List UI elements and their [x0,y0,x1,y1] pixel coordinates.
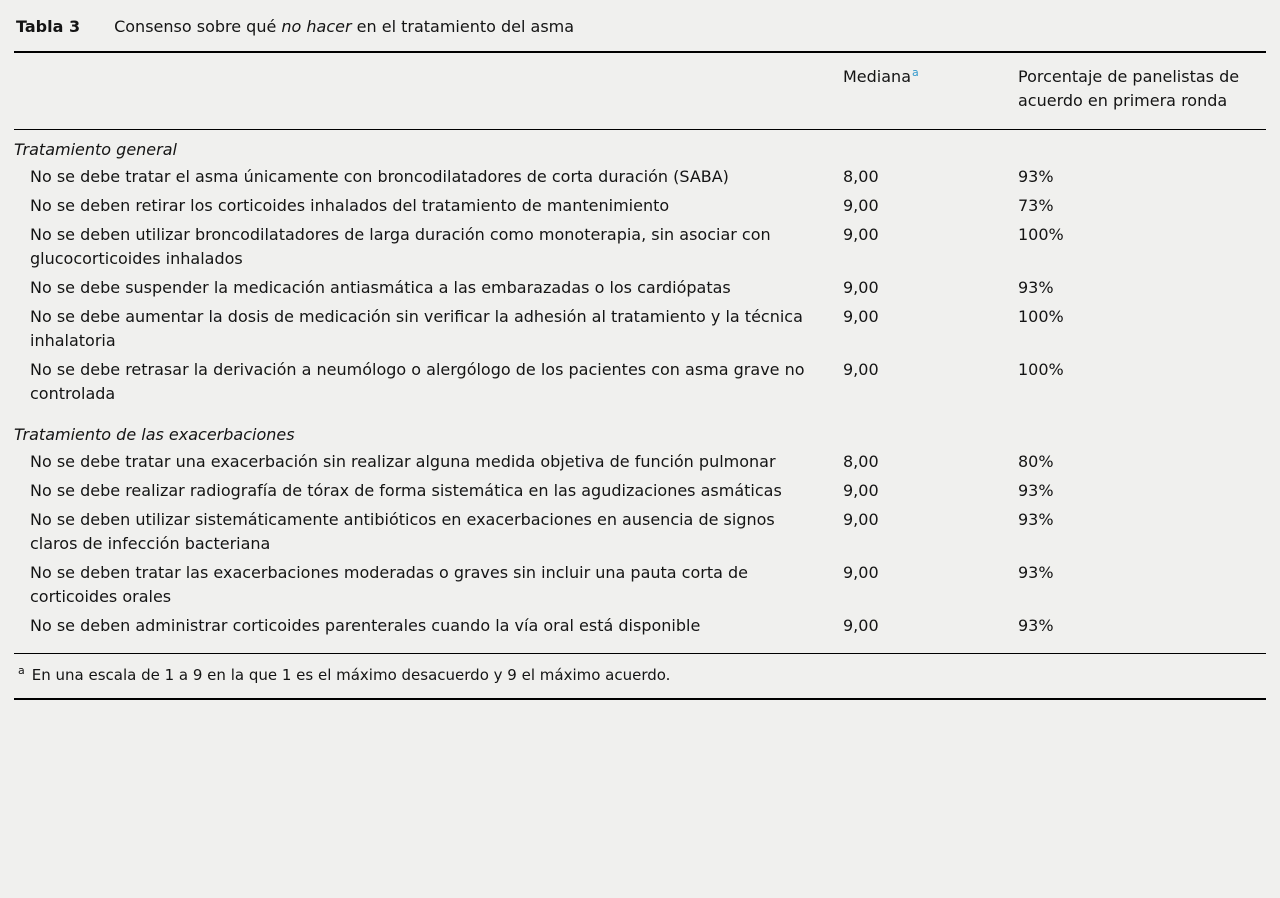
section-tratamiento-exacerbaciones: Tratamiento de las exacerbaciones No se … [14,423,1266,638]
row-porcentaje: 93% [1018,481,1054,500]
row-porcentaje: 80% [1018,452,1054,471]
row-mediana: 9,00 [843,225,879,244]
section-heading: Tratamiento de las exacerbaciones [14,425,295,444]
header-mediana-label: Mediana [843,67,911,86]
row-porcentaje: 93% [1018,278,1054,297]
table-label: Tabla 3 [16,17,81,36]
table-title-pre: Consenso sobre qué [114,17,282,36]
footnote-text: En una escala de 1 a 9 en la que 1 es el… [31,666,671,684]
row-mediana: 9,00 [843,510,879,529]
table-row: No se deben retirar los corticoides inha… [14,194,1266,218]
row-porcentaje: 93% [1018,510,1054,529]
row-mediana: 9,00 [843,481,879,500]
table-header-row: Medianaa Porcentaje de panelistas de acu… [14,53,1266,129]
header-porcentaje: Porcentaje de panelistas de acuerdo en p… [1018,67,1240,110]
table-row: No se deben tratar las exacerbaciones mo… [14,561,1266,609]
table-footnote: a En una escala de 1 a 9 en la que 1 es e… [14,654,1266,698]
table-row: No se debe tratar el asma únicamente con… [14,165,1266,189]
row-text: No se deben administrar corticoides pare… [30,616,701,635]
row-mediana: 9,00 [843,360,879,379]
row-text: No se debe tratar el asma únicamente con… [30,167,729,186]
rule-bottom [14,698,1266,700]
row-text: No se debe tratar una exacerbación sin r… [30,452,776,471]
rule-above-footnote [14,653,1266,654]
table-title-italic: no hacer [281,17,352,36]
row-mediana: 8,00 [843,167,879,186]
rule-top [14,51,1266,53]
row-mediana: 8,00 [843,452,879,471]
row-text: No se debe aumentar la dosis de medicaci… [30,307,803,350]
section-tratamiento-general: Tratamiento general No se debe tratar el… [14,138,1266,406]
table-row: No se deben utilizar broncodilatadores d… [14,223,1266,271]
row-porcentaje: 100% [1018,225,1064,244]
row-text: No se deben utilizar sistemáticamente an… [30,510,775,553]
row-porcentaje: 100% [1018,307,1064,326]
row-porcentaje: 100% [1018,360,1064,379]
table-row: No se debe realizar radiografía de tórax… [14,479,1266,503]
row-mediana: 9,00 [843,278,879,297]
row-text: No se deben retirar los corticoides inha… [30,196,670,215]
table-row: No se debe aumentar la dosis de medicaci… [14,305,1266,353]
row-porcentaje: 93% [1018,167,1054,186]
table-caption: Tabla 3 Consenso sobre qué no hacer en e… [14,6,1266,51]
table-body: Tratamiento general No se debe tratar el… [14,130,1266,653]
table-title: Consenso sobre qué no hacer en el tratam… [114,15,574,39]
row-text: No se debe realizar radiografía de tórax… [30,481,782,500]
row-mediana: 9,00 [843,196,879,215]
mediana-footnote-marker: a [912,65,919,79]
footnote-marker: a [18,664,25,677]
row-text: No se deben tratar las exacerbaciones mo… [30,563,748,606]
table-row: No se debe suspender la medicación antia… [14,276,1266,300]
rule-below-header [14,129,1266,130]
table-title-post: en el tratamiento del asma [351,17,575,36]
table-row: No se debe retrasar la derivación a neum… [14,358,1266,406]
row-porcentaje: 93% [1018,616,1054,635]
row-mediana: 9,00 [843,563,879,582]
row-porcentaje: 73% [1018,196,1054,215]
table-row: No se debe tratar una exacerbación sin r… [14,450,1266,474]
table-row: No se deben administrar corticoides pare… [14,614,1266,638]
table-row: No se deben utilizar sistemáticamente an… [14,508,1266,556]
section-heading: Tratamiento general [14,140,177,159]
row-porcentaje: 93% [1018,563,1054,582]
row-text: No se debe suspender la medicación antia… [30,278,731,297]
row-mediana: 9,00 [843,307,879,326]
header-mediana: Medianaa [843,65,1018,89]
row-text: No se deben utilizar broncodilatadores d… [30,225,771,268]
row-mediana: 9,00 [843,616,879,635]
row-text: No se debe retrasar la derivación a neum… [30,360,805,403]
